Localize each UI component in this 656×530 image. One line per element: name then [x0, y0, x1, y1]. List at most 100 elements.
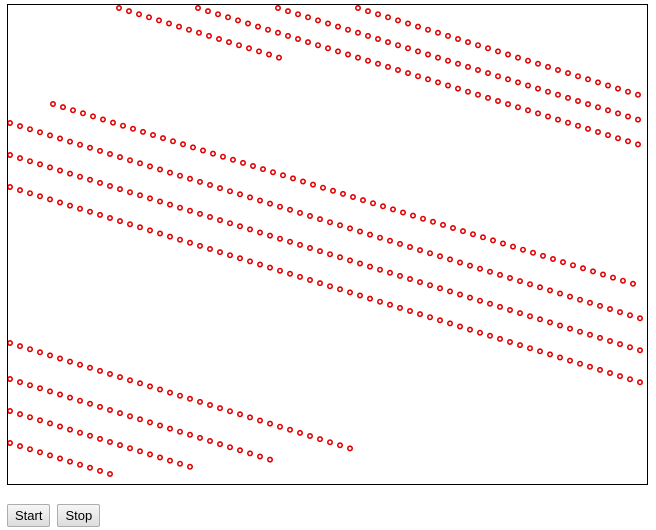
moving-dot [409, 212, 416, 219]
moving-dot [636, 379, 643, 386]
moving-dot [225, 14, 232, 21]
moving-dot [257, 261, 264, 268]
moving-dot [344, 51, 351, 58]
start-button[interactable]: Start [7, 504, 51, 527]
moving-dot [66, 202, 73, 209]
moving-dot [247, 226, 254, 233]
moving-dot [536, 316, 543, 323]
moving-dot [220, 153, 227, 160]
moving-dot [157, 230, 164, 237]
moving-dot [237, 411, 244, 418]
moving-dot [269, 169, 276, 176]
moving-dot [255, 23, 262, 30]
moving-dot [556, 290, 563, 297]
moving-dot [514, 79, 521, 86]
moving-dot [359, 197, 366, 204]
moving-dot [140, 128, 147, 135]
moving-dot [230, 156, 237, 163]
moving-dot [56, 355, 63, 362]
moving-dot [150, 132, 157, 139]
moving-dot [596, 366, 603, 373]
moving-dot [554, 116, 561, 123]
moving-dot [316, 216, 323, 223]
moving-dot [247, 258, 254, 265]
moving-dot [374, 60, 381, 67]
moving-dot [626, 312, 633, 319]
moving-dot [107, 406, 114, 413]
moving-dot [207, 214, 214, 221]
moving-dot [294, 35, 301, 42]
moving-dot [624, 88, 631, 95]
moving-dot [247, 414, 254, 421]
moving-dot [434, 54, 441, 61]
moving-dot [36, 417, 43, 424]
moving-dot [117, 154, 124, 161]
animation-canvas [7, 4, 648, 485]
stop-button[interactable]: Stop [57, 504, 101, 527]
moving-dot [366, 263, 373, 270]
moving-dot [227, 444, 234, 451]
moving-dot [286, 270, 293, 277]
moving-dot [80, 110, 87, 117]
moving-dot [469, 231, 476, 238]
moving-dot [414, 73, 421, 80]
moving-dot [446, 320, 453, 327]
moving-dot [324, 45, 331, 52]
moving-dot [236, 42, 243, 49]
moving-dot [316, 436, 323, 443]
moving-dot [120, 122, 127, 129]
moving-dot [237, 191, 244, 198]
moving-dot [235, 17, 242, 24]
moving-dot [217, 249, 224, 256]
moving-dot [257, 453, 264, 460]
moving-dot [26, 346, 33, 353]
moving-dot [187, 239, 194, 246]
moving-dot [56, 391, 63, 398]
moving-dot [309, 181, 316, 188]
moving-dot [356, 292, 363, 299]
moving-dot [499, 240, 506, 247]
moving-dot [624, 138, 631, 145]
moving-dot [424, 76, 431, 83]
moving-dot [56, 167, 63, 174]
moving-dot [167, 169, 174, 176]
moving-dot [177, 392, 184, 399]
moving-dot [536, 348, 543, 355]
moving-dot [187, 395, 194, 402]
moving-dot [546, 319, 553, 326]
moving-dot [156, 17, 163, 24]
moving-dot [584, 76, 591, 83]
moving-dot [466, 262, 473, 269]
moving-dot [177, 460, 184, 467]
moving-dot [479, 234, 486, 241]
moving-dot [216, 35, 223, 42]
moving-dot [294, 11, 301, 18]
moving-dot [514, 54, 521, 61]
moving-dot [296, 273, 303, 280]
moving-dot [17, 411, 24, 418]
moving-dot [614, 85, 621, 92]
moving-dot [314, 42, 321, 49]
moving-dot [579, 265, 586, 272]
moving-dot [17, 187, 24, 194]
moving-dot [147, 195, 154, 202]
moving-dot [56, 135, 63, 142]
moving-dot [36, 449, 43, 456]
moving-dot [49, 101, 56, 108]
moving-dot [599, 271, 606, 278]
moving-dot [46, 132, 53, 139]
moving-dot [609, 274, 616, 281]
moving-dot [147, 163, 154, 170]
moving-dot [87, 144, 94, 151]
moving-dot [376, 234, 383, 241]
moving-dot [524, 82, 531, 89]
moving-dot [326, 219, 333, 226]
moving-dot [526, 313, 533, 320]
moving-dot [576, 296, 583, 303]
moving-dot [329, 187, 336, 194]
moving-dot [246, 45, 253, 52]
moving-dot [476, 297, 483, 304]
moving-dot [374, 11, 381, 18]
moving-dot [276, 423, 283, 430]
moving-dot [167, 201, 174, 208]
